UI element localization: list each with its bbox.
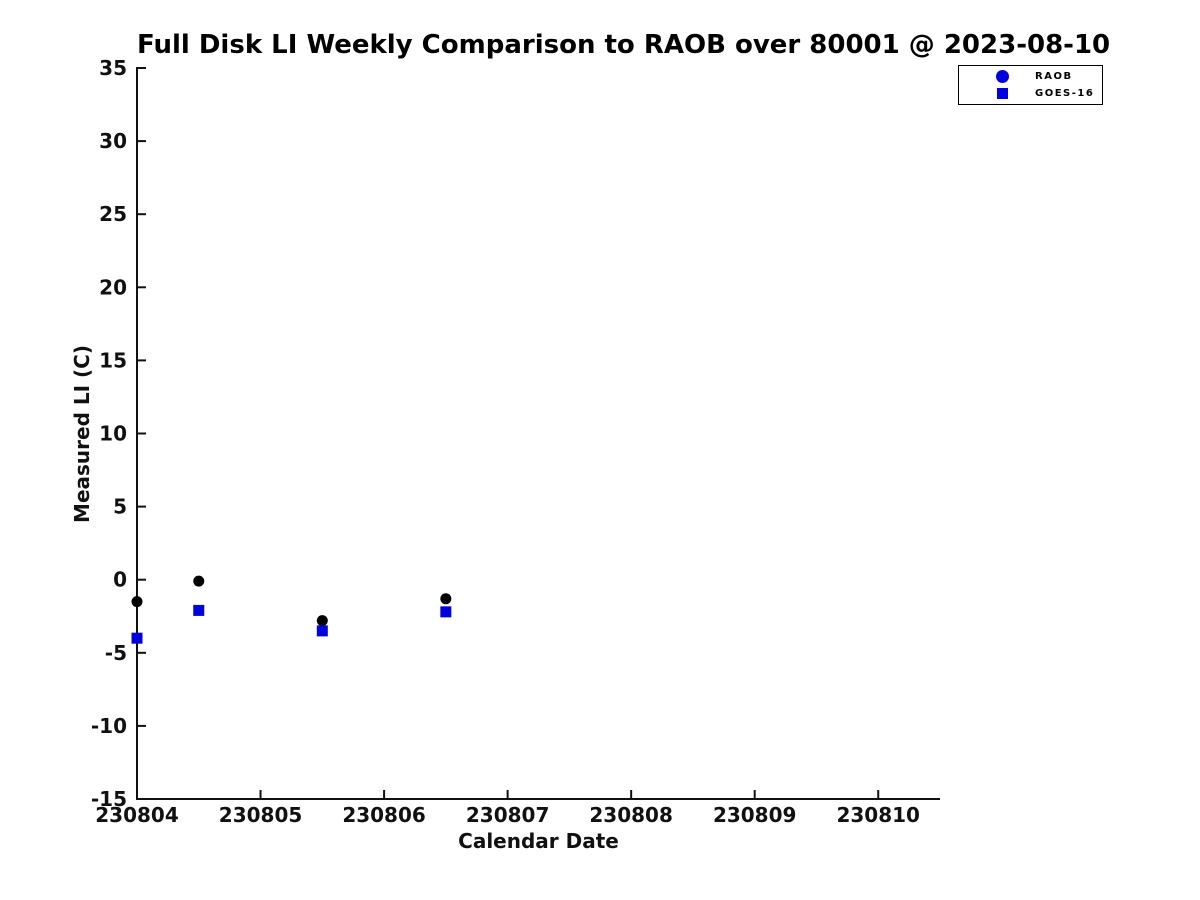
x-tick-label: 230809	[713, 803, 797, 827]
y-tick-label: 10	[99, 422, 127, 446]
data-point-goes-16	[316, 625, 328, 637]
goes-16-square-marker-icon	[996, 87, 1009, 100]
y-tick-label: 20	[99, 275, 127, 299]
y-tick-label: -15	[91, 787, 127, 811]
y-tick-label: 35	[99, 56, 127, 80]
legend-label-raob: RAOB	[1035, 71, 1073, 82]
y-tick-label: -10	[91, 714, 127, 738]
data-point-raob	[193, 575, 205, 587]
data-point-raob	[131, 596, 143, 608]
data-point-raob	[316, 615, 328, 627]
y-tick-label: 0	[113, 568, 127, 592]
x-tick-label: 230810	[836, 803, 920, 827]
data-point-raob	[440, 593, 452, 605]
x-axis-label: Calendar Date	[458, 829, 619, 853]
data-point-goes-16	[440, 606, 452, 618]
y-tick-label: 15	[99, 348, 127, 372]
x-tick-label: 230804	[95, 803, 179, 827]
y-tick-label: 30	[99, 129, 127, 153]
y-tick-label: 5	[113, 495, 127, 519]
legend-label-goes-16: GOES-16	[1035, 88, 1095, 99]
legend-item-goes-16: GOES-16	[959, 86, 1102, 101]
x-tick-label: 230807	[466, 803, 550, 827]
y-axis-label: Measured LI (C)	[70, 345, 94, 523]
legend: RAOB GOES-16	[958, 65, 1103, 105]
x-tick-label: 230805	[219, 803, 303, 827]
data-point-goes-16	[131, 632, 143, 644]
y-tick-label: 25	[99, 202, 127, 226]
data-point-goes-16	[193, 604, 205, 616]
y-tick-label: -5	[105, 641, 127, 665]
x-tick-label: 230808	[589, 803, 673, 827]
legend-item-raob: RAOB	[959, 69, 1102, 84]
raob-circle-marker-icon	[996, 70, 1009, 83]
x-tick-label: 230806	[342, 803, 426, 827]
